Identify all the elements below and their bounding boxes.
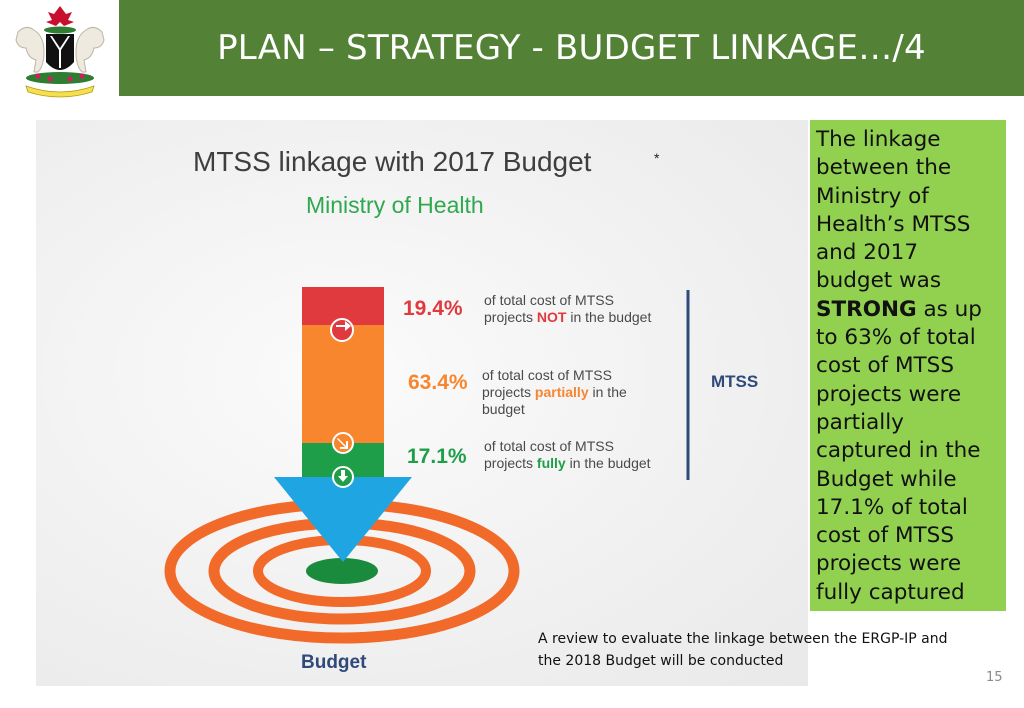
review-note: A review to evaluate the linkage between…: [538, 631, 948, 669]
desc-partial-text-1: of total cost of MTSS projects: [482, 367, 612, 400]
desc-not-highlight: NOT: [536, 309, 567, 325]
desc-full-highlight: fully: [536, 455, 566, 471]
desc-not-in-budget: of total cost of MTSS projects NOT in th…: [484, 292, 654, 326]
segment-partial-bar: [302, 325, 384, 443]
mtss-budget-infographic: MTSS linkage with 2017 Budget * Ministry…: [36, 120, 808, 686]
slide-title: PLAN – STRATEGY - BUDGET LINKAGE…/4: [217, 28, 926, 68]
percent-partially-in-budget: 63.4%: [408, 371, 468, 394]
desc-partial-text-2: in the budget: [482, 384, 627, 417]
percent-not-in-budget: 19.4%: [403, 297, 463, 320]
graphic-subtitle: Ministry of Health: [306, 192, 484, 218]
percent-fully-in-budget: 17.1%: [407, 445, 467, 468]
desc-not-text-1: of total cost of MTSS projects: [484, 292, 614, 325]
page-number: 15: [986, 670, 1003, 685]
desc-partially-in-budget: of total cost of MTSS projects partially…: [482, 367, 652, 418]
graphic-title: MTSS linkage with 2017 Budget: [193, 146, 592, 177]
summary-strong: STRONG: [816, 296, 917, 322]
desc-fully-in-budget: of total cost of MTSS projects fully in …: [484, 438, 654, 472]
summary-box: The linkage between the Ministry of Heal…: [810, 120, 1006, 611]
desc-full-text-2: in the budget: [565, 455, 651, 471]
desc-full-text-1: of total cost of MTSS projects: [484, 438, 614, 471]
target-bullseye: [306, 558, 378, 584]
arrow-head: [274, 477, 412, 562]
coat-of-arms-logo: [4, 2, 116, 98]
infographic-drawing: [164, 287, 690, 644]
title-bar: PLAN – STRATEGY - BUDGET LINKAGE…/4: [119, 0, 1024, 96]
summary-text-1: The linkage between the Ministry of Heal…: [816, 127, 971, 294]
summary-text-2: as up to 63% of total cost of MTSS proje…: [816, 296, 982, 605]
desc-not-text-2: in the budget: [566, 309, 652, 325]
mtss-bracket-label: MTSS: [711, 372, 759, 391]
budget-target-label: Budget: [301, 652, 367, 673]
graphic-title-asterisk: *: [654, 150, 660, 166]
desc-partial-highlight: partially: [534, 384, 589, 400]
